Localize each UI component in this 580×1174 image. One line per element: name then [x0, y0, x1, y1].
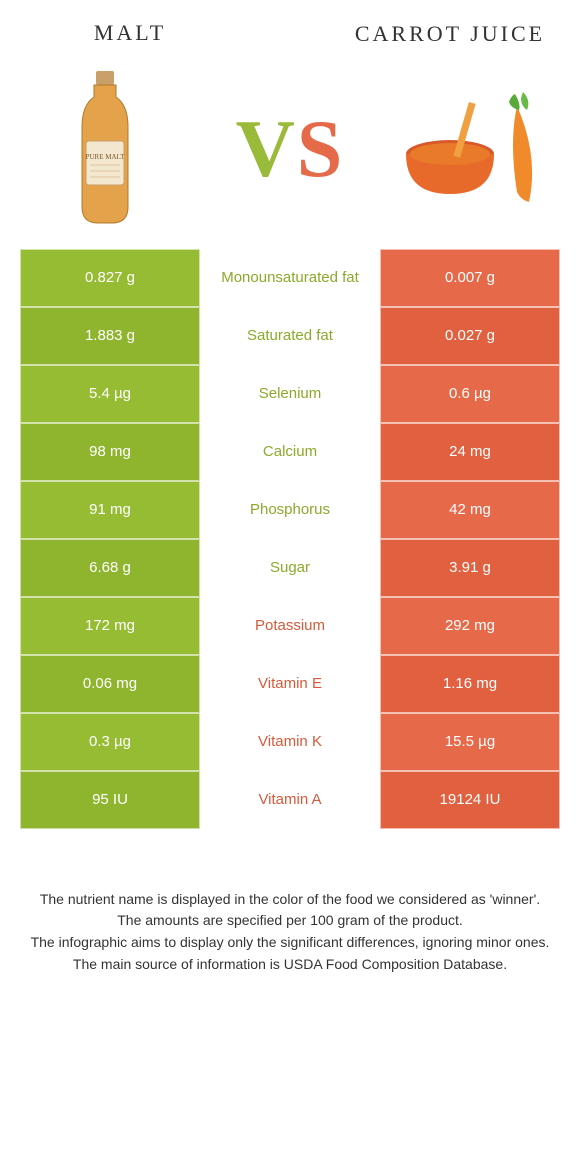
- malt-image: PURE MALT: [20, 69, 190, 229]
- nutrient-label: Sugar: [200, 539, 380, 597]
- nutrient-row: 91 mgPhosphorus42 mg: [20, 481, 560, 539]
- value-left: 172 mg: [20, 597, 200, 655]
- hero-row: PURE MALT VS: [20, 59, 560, 249]
- nutrient-label: Vitamin K: [200, 713, 380, 771]
- nutrient-row: 5.4 µgSelenium0.6 µg: [20, 365, 560, 423]
- nutrient-row: 172 mgPotassium292 mg: [20, 597, 560, 655]
- value-left: 0.06 mg: [20, 655, 200, 713]
- value-right: 0.027 g: [380, 307, 560, 365]
- nutrient-table: 0.827 gMonounsaturated fat0.007 g1.883 g…: [20, 249, 560, 829]
- value-right: 0.6 µg: [380, 365, 560, 423]
- nutrient-label: Potassium: [200, 597, 380, 655]
- nutrient-label: Calcium: [200, 423, 380, 481]
- value-left: 1.883 g: [20, 307, 200, 365]
- footer-line-2: The amounts are specified per 100 gram o…: [30, 910, 550, 932]
- nutrient-label: Phosphorus: [200, 481, 380, 539]
- nutrient-label: Monounsaturated fat: [200, 249, 380, 307]
- value-right: 24 mg: [380, 423, 560, 481]
- vs-label: VS: [236, 102, 345, 196]
- carrot-juice-image: [390, 69, 560, 229]
- bottle-icon: PURE MALT: [60, 69, 150, 229]
- juice-icon: [395, 84, 555, 214]
- nutrient-row: 98 mgCalcium24 mg: [20, 423, 560, 481]
- footer-line-3: The infographic aims to display only the…: [30, 932, 550, 954]
- footer-line-4: The main source of information is USDA F…: [30, 954, 550, 976]
- value-right: 19124 IU: [380, 771, 560, 829]
- value-left: 0.827 g: [20, 249, 200, 307]
- value-left: 95 IU: [20, 771, 200, 829]
- value-right: 42 mg: [380, 481, 560, 539]
- nutrient-row: 6.68 gSugar3.91 g: [20, 539, 560, 597]
- value-right: 1.16 mg: [380, 655, 560, 713]
- nutrient-row: 1.883 gSaturated fat0.027 g: [20, 307, 560, 365]
- title-left: MALT: [30, 20, 230, 46]
- value-right: 292 mg: [380, 597, 560, 655]
- nutrient-label: Vitamin A: [200, 771, 380, 829]
- value-left: 91 mg: [20, 481, 200, 539]
- value-right: 0.007 g: [380, 249, 560, 307]
- nutrient-row: 0.06 mgVitamin E1.16 mg: [20, 655, 560, 713]
- value-left: 5.4 µg: [20, 365, 200, 423]
- nutrient-row: 0.827 gMonounsaturated fat0.007 g: [20, 249, 560, 307]
- nutrient-row: 0.3 µgVitamin K15.5 µg: [20, 713, 560, 771]
- footer-line-1: The nutrient name is displayed in the co…: [30, 889, 550, 911]
- header: MALT CARROT JUICE: [20, 20, 560, 59]
- value-right: 3.91 g: [380, 539, 560, 597]
- vs-v: V: [236, 103, 297, 194]
- nutrient-label: Selenium: [200, 365, 380, 423]
- value-left: 98 mg: [20, 423, 200, 481]
- value-left: 0.3 µg: [20, 713, 200, 771]
- footer-notes: The nutrient name is displayed in the co…: [20, 829, 560, 976]
- nutrient-label: Vitamin E: [200, 655, 380, 713]
- svg-text:PURE MALT: PURE MALT: [86, 153, 126, 161]
- value-left: 6.68 g: [20, 539, 200, 597]
- title-right: CARROT JUICE: [350, 20, 550, 49]
- nutrient-row: 95 IUVitamin A19124 IU: [20, 771, 560, 829]
- vs-s: S: [297, 103, 345, 194]
- nutrient-label: Saturated fat: [200, 307, 380, 365]
- value-right: 15.5 µg: [380, 713, 560, 771]
